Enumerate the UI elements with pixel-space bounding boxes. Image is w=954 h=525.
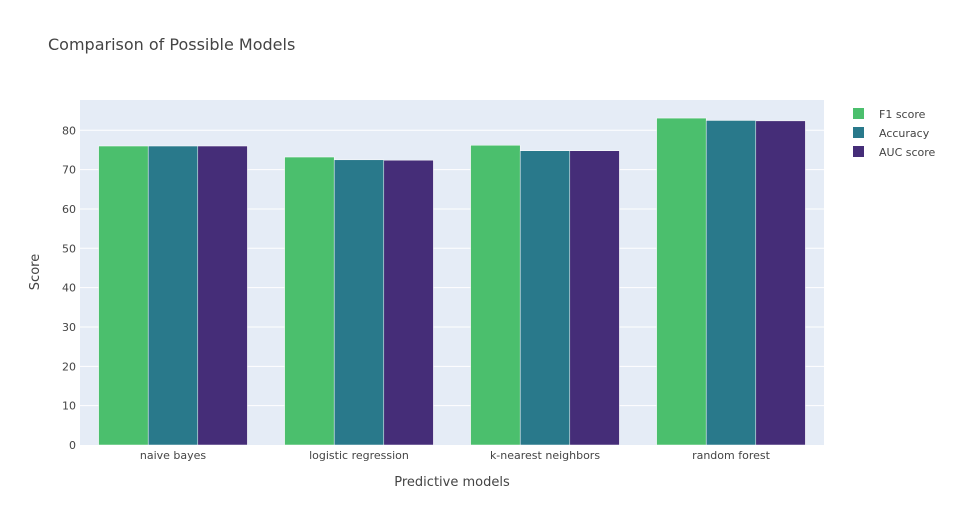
x-tick-label: naive bayes (140, 449, 207, 462)
y-tick-label: 40 (62, 282, 76, 295)
legend[interactable]: F1 score Accuracy AUC score (853, 108, 936, 159)
bar[interactable] (569, 150, 620, 446)
bar[interactable] (755, 120, 806, 446)
x-tick-label: k-nearest neighbors (490, 449, 600, 462)
bar[interactable] (147, 145, 199, 446)
bar[interactable] (656, 117, 707, 446)
y-tick-label: 30 (62, 321, 76, 334)
x-tick-label: random forest (692, 449, 771, 462)
bar[interactable] (284, 156, 335, 446)
chart-title: Comparison of Possible Models (48, 35, 295, 54)
y-tick-label: 50 (62, 242, 76, 255)
legend-item-label[interactable]: F1 score (879, 108, 926, 121)
bar[interactable] (98, 145, 149, 446)
y-tick-label: 70 (62, 164, 76, 177)
bar[interactable] (519, 150, 571, 446)
y-tick-label: 20 (62, 360, 76, 373)
bar[interactable] (333, 159, 385, 446)
y-tick-label: 80 (62, 124, 76, 137)
bar[interactable] (470, 144, 521, 446)
x-axis-ticks: naive bayes logistic regression k-nearest … (140, 449, 771, 462)
bar[interactable] (197, 145, 248, 446)
bar[interactable] (383, 159, 434, 446)
y-axis-ticks: 0 10 20 30 40 50 60 70 80 (62, 124, 76, 452)
legend-swatch[interactable] (853, 108, 864, 119)
y-axis-title: Score (28, 254, 43, 290)
legend-item-label[interactable]: Accuracy (879, 127, 930, 140)
y-tick-label: 0 (69, 439, 76, 452)
legend-swatch[interactable] (853, 146, 864, 157)
bar[interactable] (705, 120, 757, 446)
legend-swatch[interactable] (853, 127, 864, 138)
bars (98, 117, 806, 446)
y-tick-label: 60 (62, 203, 76, 216)
y-tick-label: 10 (62, 400, 76, 413)
x-tick-label: logistic regression (309, 449, 409, 462)
x-axis-title: Predictive models (394, 475, 510, 490)
legend-item-label[interactable]: AUC score (879, 146, 936, 159)
